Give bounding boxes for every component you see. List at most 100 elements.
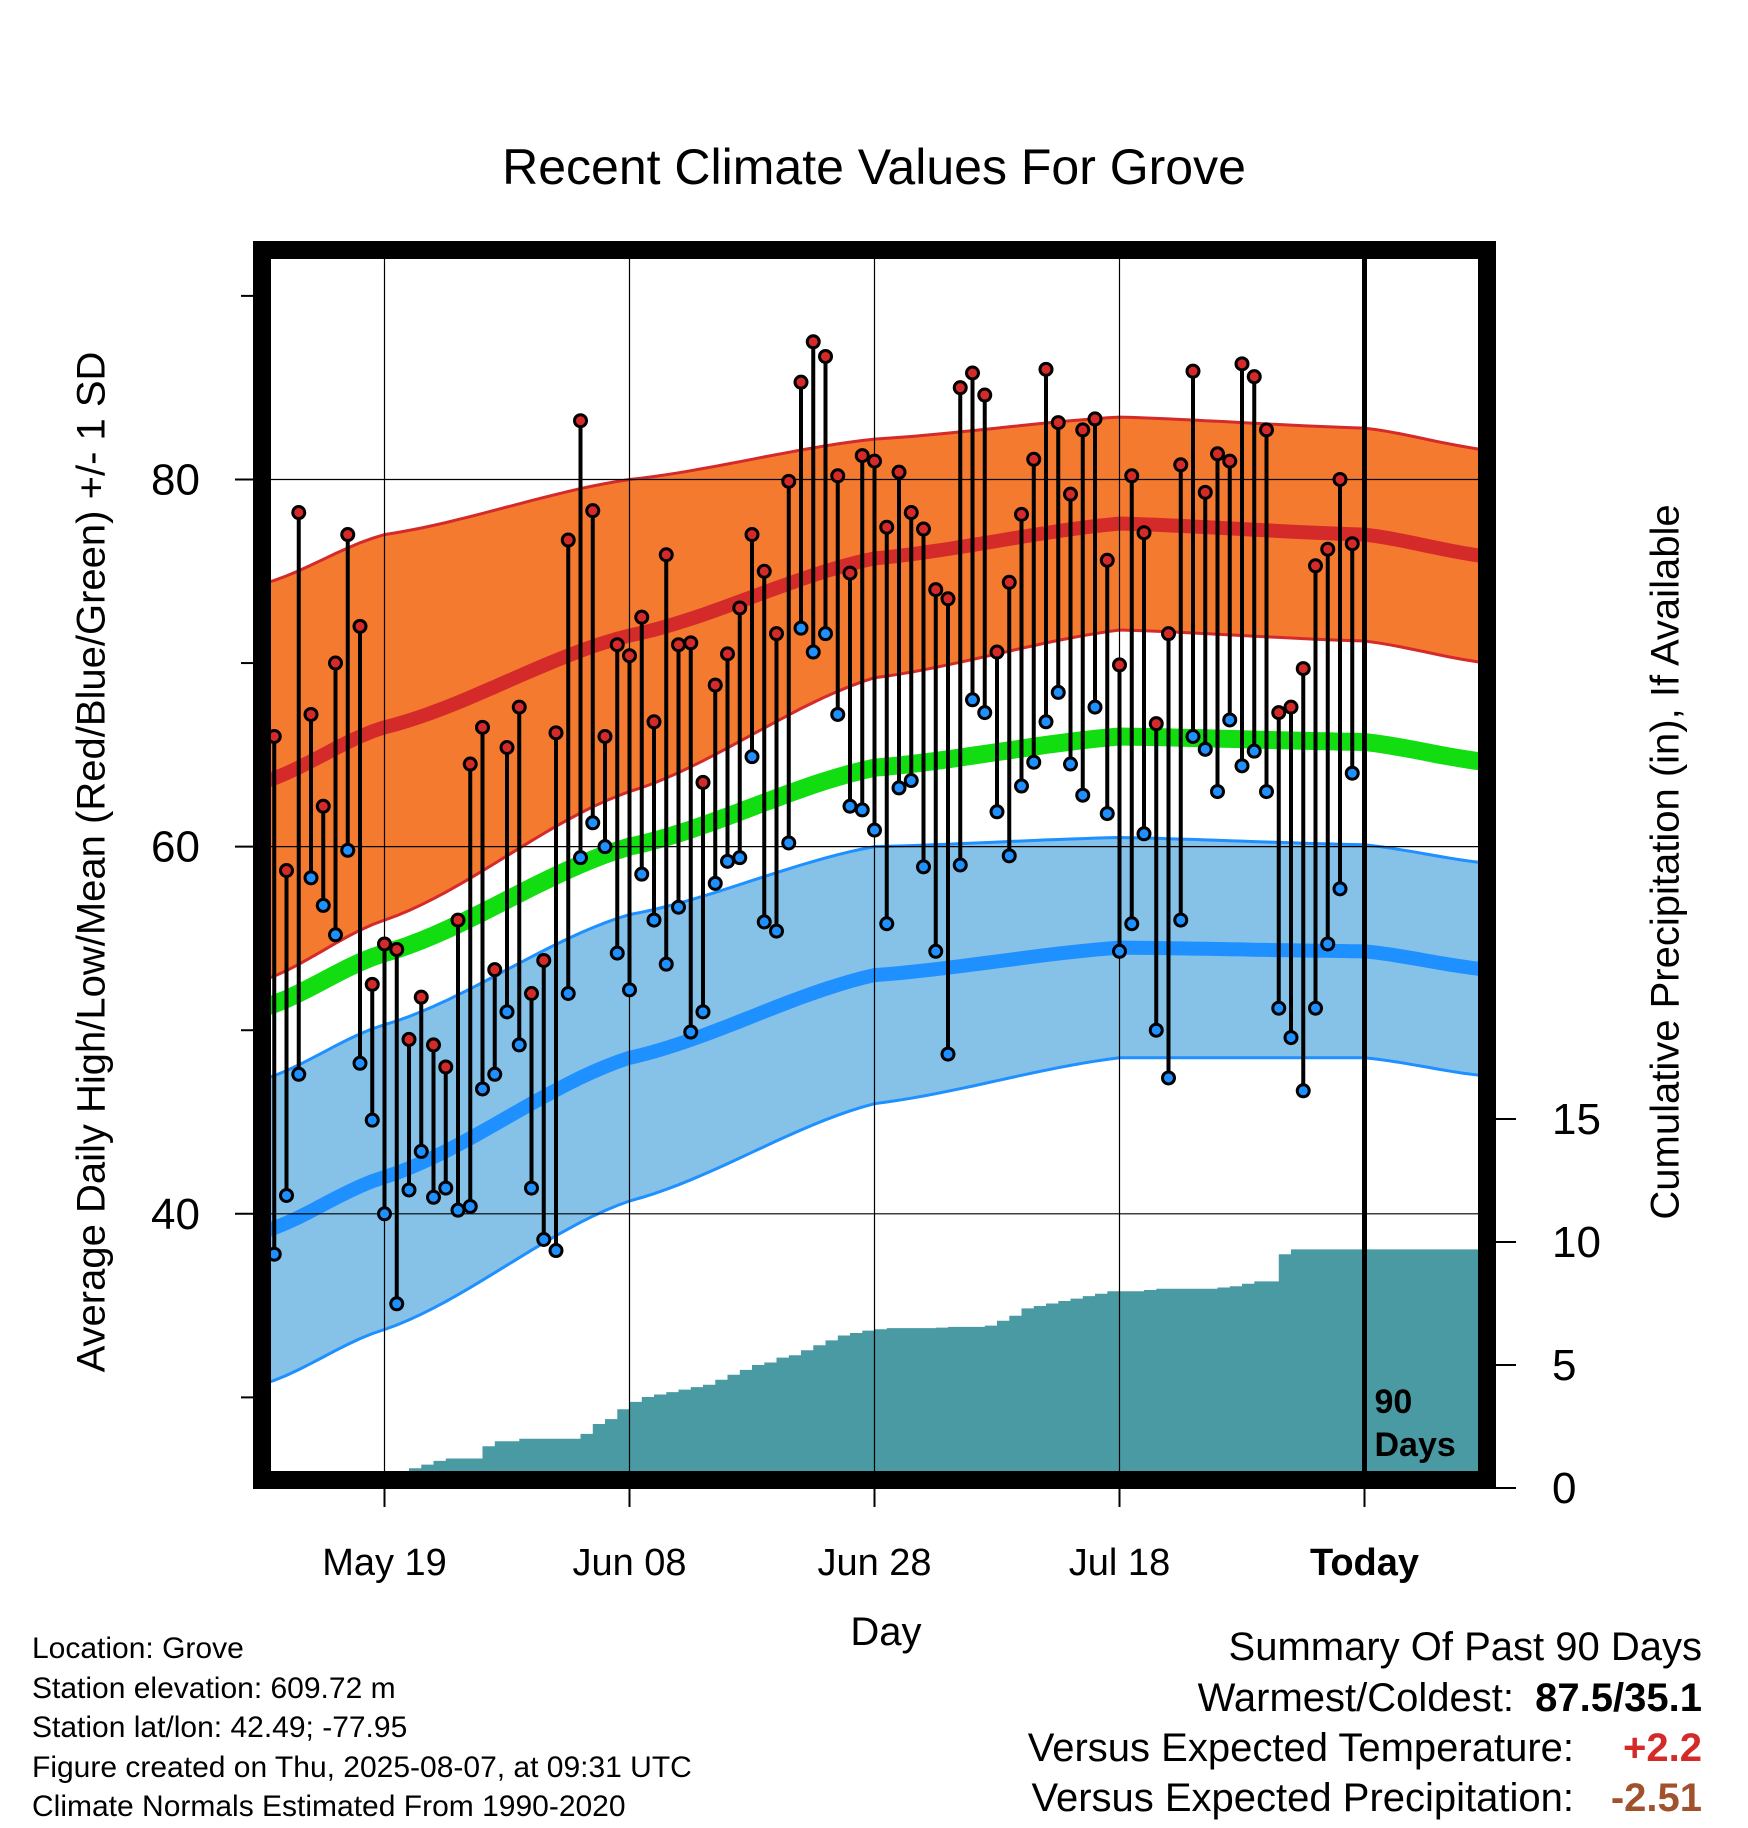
- daily-low-point: [671, 899, 686, 915]
- daily-high-point: [1136, 525, 1152, 541]
- daily-high-point: [1295, 661, 1311, 677]
- daily-high-point: [1283, 699, 1299, 715]
- daily-high-point: [720, 646, 735, 662]
- daily-low-point: [524, 1180, 539, 1196]
- info-created: Figure created on Thu, 2025-08-07, at 09…: [32, 1751, 692, 1784]
- daily-low-point: [1063, 756, 1078, 772]
- daily-high-point: [732, 600, 748, 616]
- y-axis-left-label: Average Daily High/Low/Mean (Red/Blue/Gr…: [69, 351, 114, 1373]
- info-elevation: Station elevation: 609.72 m: [32, 1672, 396, 1705]
- daily-high-point: [609, 637, 625, 653]
- daily-high-point: [622, 648, 637, 664]
- daily-low-point: [413, 1143, 429, 1159]
- daily-low-point: [328, 927, 343, 943]
- daily-low-point: [928, 943, 944, 959]
- daily-high-point: [1320, 541, 1336, 557]
- daily-high-point: [426, 1037, 441, 1053]
- daily-low-point: [1259, 784, 1274, 800]
- daily-high-point: [1161, 626, 1176, 642]
- daily-low-point: [1075, 787, 1091, 803]
- summary-temperature-value: +2.2: [1623, 1726, 1702, 1770]
- summary-warmest-coldest-value: 87.5/35.1: [1535, 1676, 1702, 1720]
- daily-high-point: [499, 740, 515, 756]
- daily-high-point: [413, 989, 429, 1005]
- daily-low-point: [1210, 784, 1225, 800]
- daily-low-point: [634, 866, 650, 882]
- info-normals: Climate Normals Estimated From 1990-2020: [32, 1790, 626, 1823]
- daily-low-point: [1185, 728, 1201, 744]
- daily-high-point: [1246, 369, 1262, 385]
- daily-low-point: [769, 923, 784, 939]
- daily-high-point: [1001, 574, 1017, 590]
- daily-high-point: [903, 505, 919, 521]
- daily-high-point: [475, 719, 490, 735]
- daily-high-point: [1014, 506, 1029, 522]
- daily-low-point: [475, 1081, 490, 1097]
- daily-high-point: [818, 348, 833, 364]
- plot-border: [253, 241, 1496, 1489]
- daily-low-point: [622, 982, 637, 998]
- daily-high-point: [377, 936, 392, 952]
- daily-high-point: [1038, 361, 1054, 377]
- daily-high-point: [1332, 471, 1348, 487]
- summary-warmest-coldest-label: Warmest/Coldest:: [1197, 1676, 1514, 1720]
- daily-low-point: [279, 1187, 294, 1203]
- daily-low-point: [842, 798, 858, 814]
- x-tick-label: Jul 18: [1069, 1542, 1170, 1584]
- daily-low-point: [1173, 912, 1189, 928]
- daily-low-point: [499, 1004, 515, 1020]
- daily-low-point: [438, 1180, 454, 1196]
- daily-high-point: [1063, 486, 1078, 502]
- daily-low-point: [548, 1243, 564, 1259]
- daily-low-point: [364, 1112, 380, 1128]
- daily-low-point: [560, 986, 576, 1002]
- daily-high-point: [340, 527, 356, 543]
- x-tick-label: May 19: [322, 1542, 447, 1584]
- daily-low-point: [389, 1296, 405, 1312]
- daily-high-point: [977, 387, 993, 403]
- daily-low-point: [1308, 1000, 1323, 1016]
- daily-high-point: [511, 699, 527, 715]
- daily-high-point: [1210, 446, 1225, 462]
- daily-high-point: [536, 952, 552, 968]
- daily-low-point: [646, 912, 662, 928]
- daily-high-point: [1099, 552, 1115, 568]
- daily-low-point: [891, 780, 907, 796]
- daily-low-point: [744, 749, 760, 765]
- summary-warmest-coldest: Warmest/Coldest: 87.5/35.1: [1198, 1676, 1702, 1721]
- daily-high-point: [1344, 536, 1360, 552]
- daily-high-point: [769, 626, 784, 642]
- daily-low-point: [1038, 714, 1054, 730]
- summary-precipitation-value: -2.51: [1610, 1776, 1702, 1820]
- chart-title: Recent Climate Values For Grove: [502, 139, 1246, 195]
- daily-low-point: [720, 853, 735, 869]
- daily-low-point: [977, 705, 993, 721]
- daily-low-point: [573, 850, 588, 866]
- daily-low-point: [1222, 712, 1238, 728]
- info-location: Location: Grove: [32, 1632, 244, 1665]
- daily-low-point: [695, 1004, 711, 1020]
- x-tick-label: Jun 08: [572, 1542, 686, 1584]
- daily-high-point: [1075, 422, 1091, 438]
- daily-high-point: [1222, 453, 1238, 469]
- summary-temperature: Versus Expected Temperature: +2.2: [1028, 1726, 1702, 1771]
- daily-high-point: [573, 413, 588, 429]
- daily-high-point: [940, 591, 956, 607]
- daily-low-point: [1332, 881, 1348, 897]
- daily-high-point: [1050, 415, 1066, 431]
- daily-high-point: [952, 380, 968, 396]
- daily-high-point: [1112, 657, 1127, 673]
- daily-low-point: [916, 859, 931, 875]
- daily-high-point: [634, 609, 650, 625]
- daily-high-point: [1185, 363, 1201, 379]
- y-axis-right-label: Cumulative Precipitation (in), If Availa…: [1643, 504, 1688, 1220]
- daily-low-point: [1271, 1000, 1287, 1016]
- daily-high-point: [487, 962, 503, 978]
- daily-high-point: [867, 453, 882, 469]
- daily-low-point: [450, 1202, 466, 1218]
- daily-high-point: [548, 725, 564, 741]
- daily-high-point: [438, 1059, 454, 1075]
- daily-low-point: [1234, 758, 1250, 774]
- daily-high-point: [1234, 356, 1250, 372]
